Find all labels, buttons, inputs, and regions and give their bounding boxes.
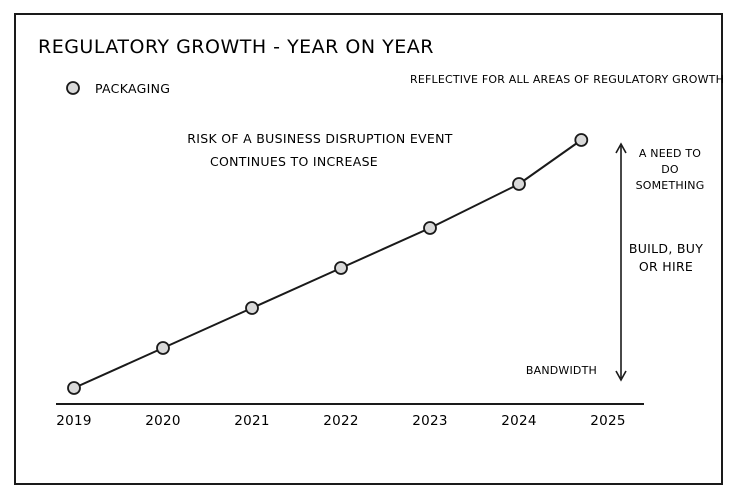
x-tick-label-2022: 2022 xyxy=(323,413,359,429)
annotation-line-1: RISK OF A BUSINESS DISRUPTION EVENT xyxy=(187,131,452,146)
x-tick-label-2025: 2025 xyxy=(590,413,626,429)
legend-label: PACKAGING xyxy=(95,81,170,96)
chart-subtitle: REFLECTIVE FOR ALL AREAS OF REGULATORY G… xyxy=(410,73,724,86)
x-tick-label-2021: 2021 xyxy=(234,413,270,429)
series-line-packaging xyxy=(74,140,581,388)
x-tick-label-2019: 2019 xyxy=(56,413,92,429)
annotation-line-2: CONTINUES TO INCREASE xyxy=(210,154,378,169)
need-line-1: A NEED TO xyxy=(639,147,701,160)
data-point-4 xyxy=(424,222,436,234)
need-line-3: SOMETHING xyxy=(636,179,705,192)
chart-title: REGULATORY GROWTH - YEAR ON YEAR xyxy=(38,36,434,58)
legend-marker xyxy=(67,82,79,94)
build-line-1: BUILD, BUY xyxy=(629,241,703,256)
build-line-2: OR HIRE xyxy=(639,259,693,274)
data-point-2 xyxy=(246,302,258,314)
data-point-5 xyxy=(513,178,525,190)
data-point-0 xyxy=(68,382,80,394)
x-tick-label-2020: 2020 xyxy=(145,413,181,429)
data-point-6 xyxy=(575,134,587,146)
x-tick-label-2024: 2024 xyxy=(501,413,537,429)
bandwidth-label: BANDWIDTH xyxy=(526,364,597,377)
data-point-1 xyxy=(157,342,169,354)
need-line-2: DO xyxy=(661,163,679,176)
data-point-3 xyxy=(335,262,347,274)
x-tick-label-2023: 2023 xyxy=(412,413,448,429)
